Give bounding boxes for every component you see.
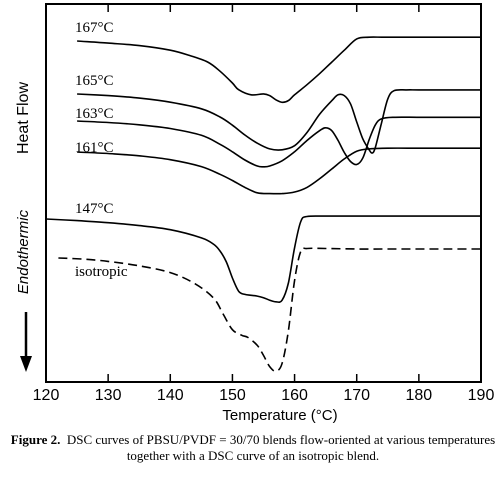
dsc-curves [45,36,481,372]
y-axis-label: Heat Flow [15,82,32,154]
x-tick-label: 170 [343,387,370,404]
caption-text: DSC curves of PBSU/PVDF = 30/70 blends f… [66,432,496,463]
y-axis-annotation: Endothermic [15,209,32,294]
series-label: 163°C [75,106,114,122]
endothermic-arrow-icon [20,312,32,372]
series-label: isotropic [75,264,128,280]
x-tick-label: 120 [33,387,60,404]
x-tick-label: 190 [468,387,495,404]
x-tick-label: 130 [95,387,122,404]
dsc-curve-167c [77,36,481,104]
series-label: 167°C [75,20,114,36]
plot-frame [45,3,482,383]
series-label: 147°C [75,201,114,217]
dsc-curve-161c [77,147,481,195]
dsc-curve-147c [45,215,481,303]
x-tick-label: 140 [157,387,184,404]
caption-label: Figure 2. [10,432,61,447]
series-label: 161°C [75,140,114,156]
dsc-curve-165c [77,88,481,154]
x-tick-label: 160 [281,387,308,404]
x-tick-label: 150 [219,387,246,404]
x-axis-label: Temperature (°C) [222,407,337,424]
series-label: 165°C [75,73,114,89]
x-tick-label: 180 [406,387,433,404]
curve-labels: 167°C 165°C 163°C 161°C 147°C isotropic [75,20,128,280]
dsc-curve-isotropic [58,247,481,372]
figure-caption: Figure 2. DSC curves of PBSU/PVDF = 30/7… [4,432,502,464]
dsc-curve-163c [77,116,481,168]
x-ticks: 120 130 140 150 160 170 180 190 [33,4,495,404]
